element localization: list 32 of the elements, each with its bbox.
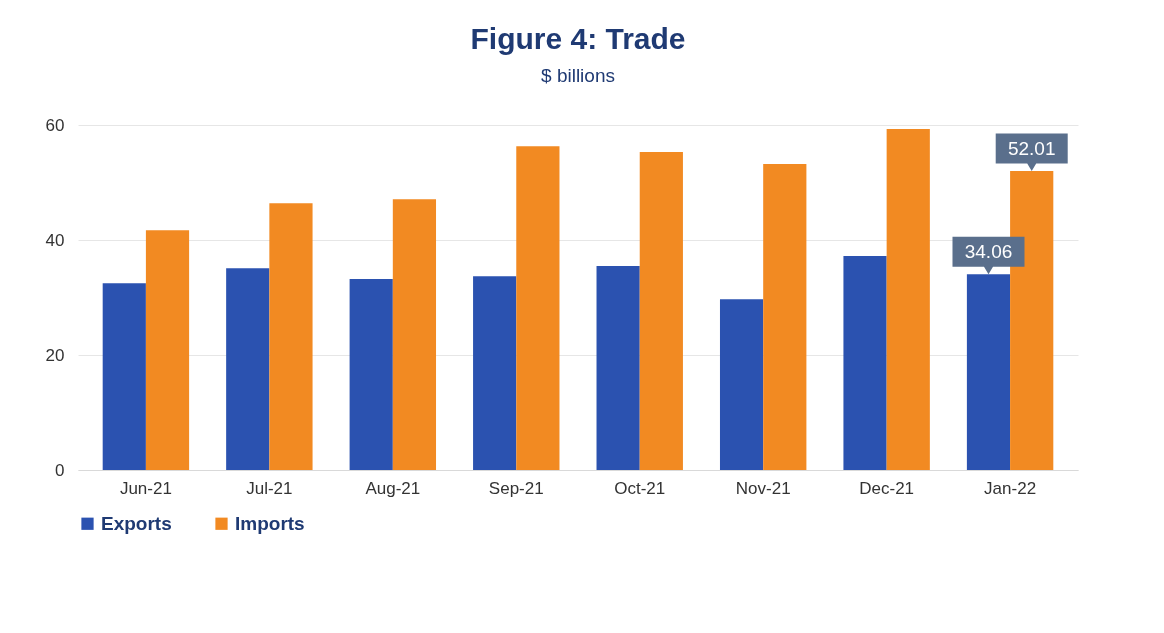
bar [102, 283, 146, 470]
x-tick-label: Jun-21 [119, 478, 172, 498]
y-tick-label: 60 [45, 115, 65, 135]
bar [763, 164, 807, 470]
chart-title: Figure 4: Trade [470, 22, 686, 55]
bar [596, 265, 640, 470]
chart-subtitle: $ billions [541, 65, 615, 86]
x-tick-label: Jan-22 [984, 478, 1037, 498]
bar [843, 256, 887, 470]
bar [886, 129, 930, 470]
bar [392, 199, 437, 470]
y-tick-label: 20 [45, 345, 65, 365]
x-tick-label: Jul-21 [246, 478, 293, 498]
bar [269, 203, 313, 470]
bar [639, 152, 683, 470]
bar [145, 230, 190, 470]
bar [226, 268, 270, 470]
data-label: 52.01 [1007, 137, 1056, 159]
legend-label: Exports [101, 512, 172, 534]
y-tick-label: 0 [55, 460, 65, 480]
y-tick-label: 40 [45, 230, 65, 250]
bar [516, 146, 560, 470]
x-tick-label: Dec-21 [859, 478, 915, 498]
x-tick-label: Aug-21 [365, 478, 421, 498]
data-label: 34.06 [964, 241, 1013, 263]
bar [349, 279, 393, 470]
bar [719, 299, 764, 470]
x-tick-label: Nov-21 [735, 478, 791, 498]
x-tick-label: Sep-21 [488, 478, 544, 498]
legend-label: Imports [235, 512, 305, 534]
bar [473, 276, 517, 470]
x-tick-label: Oct-21 [614, 478, 666, 498]
